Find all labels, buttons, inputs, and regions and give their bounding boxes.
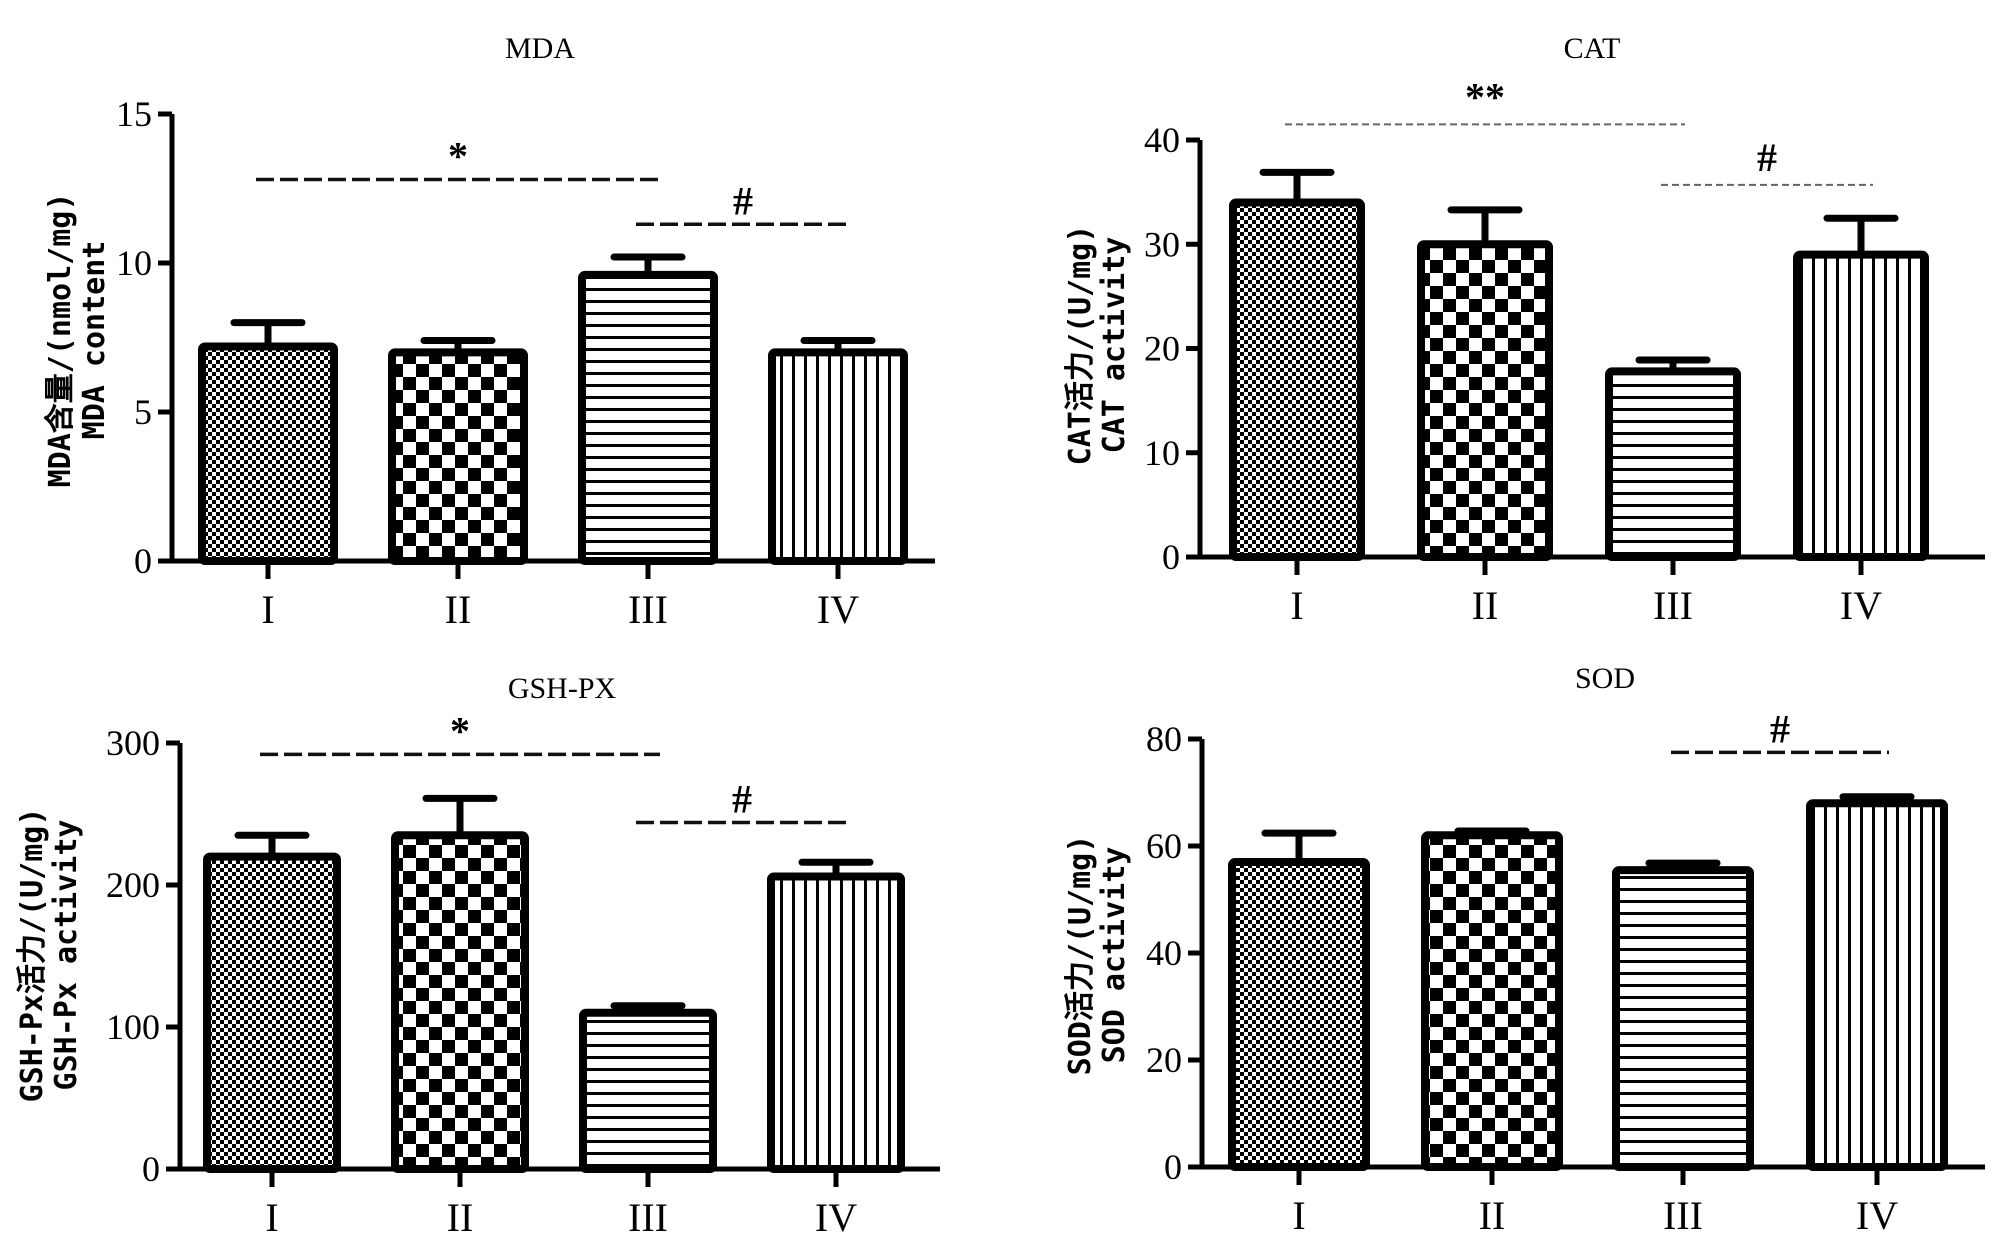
y-tick-label: 10 <box>1144 433 1180 473</box>
bar-iii <box>579 1008 717 1173</box>
x-tick-label: III <box>1653 583 1693 628</box>
y-tick-label: 80 <box>1146 719 1182 759</box>
y-tick-label: 15 <box>116 94 152 134</box>
significance-label: * <box>448 134 468 179</box>
bar-i <box>1229 198 1365 562</box>
y-axis-label: MDA含量/(nmol/mg) MDA content <box>43 193 112 488</box>
bar-iv <box>768 348 908 565</box>
x-tick-label: II <box>1472 583 1499 628</box>
chart-title: MDA <box>505 32 575 65</box>
panel-cat: CAT CAT活力/(U/mg) CAT activity 0 10 20 30 40 I… <box>1063 32 1985 628</box>
panel-gsh-px: GSH-PX GSH-Px活力/(U/mg) GSH-Px activity 0… <box>15 672 940 1240</box>
significance-label: # <box>732 777 752 822</box>
y-tick-label: 100 <box>106 1007 160 1047</box>
bar-iii <box>1605 367 1741 561</box>
y-axis-label: SOD活力/(U/mg) SOD activity <box>1063 835 1132 1076</box>
y-tick-label: 0 <box>134 541 152 581</box>
y-axis-label-line1: GSH-Px活力/(U/mg) <box>15 808 50 1103</box>
x-tick-label: II <box>445 587 472 632</box>
y-axis-label-line1: SOD活力/(U/mg) <box>1063 835 1098 1076</box>
bar-ii <box>391 831 529 1173</box>
x-tick-label: IV <box>1856 1193 1898 1238</box>
y-axis-label-line2: SOD activity <box>1097 847 1132 1064</box>
bar-ii <box>1417 240 1553 561</box>
y-tick-label: 0 <box>1162 537 1180 577</box>
x-tick-label: III <box>1663 1193 1703 1238</box>
y-tick-label: 40 <box>1146 933 1182 973</box>
x-tick-label: IV <box>815 1195 857 1240</box>
y-tick-label: 10 <box>116 243 152 283</box>
significance-label: # <box>1757 135 1777 180</box>
y-tick-label: 40 <box>1144 120 1180 160</box>
x-tick-label: IV <box>1840 583 1882 628</box>
bar-ii <box>388 348 528 565</box>
panel-sod: SOD SOD活力/(U/mg) SOD activity 0 20 40 60 80 I… <box>1063 662 1985 1238</box>
bar-i <box>203 852 341 1173</box>
bar-iv <box>1793 250 1929 562</box>
x-tick-label: II <box>1479 1193 1506 1238</box>
x-tick-label: II <box>447 1195 474 1240</box>
chart-title: CAT <box>1564 32 1621 65</box>
x-tick-label: I <box>265 1195 278 1240</box>
y-tick-label: 300 <box>106 723 160 763</box>
y-axis-label: CAT活力/(U/mg) CAT activity <box>1063 225 1132 466</box>
y-tick-label: 5 <box>134 392 152 432</box>
bar-iv <box>767 872 905 1173</box>
y-tick-label: 20 <box>1146 1040 1182 1080</box>
significance-label: * <box>450 708 470 753</box>
y-tick-label: 0 <box>142 1149 160 1189</box>
y-axis-label-line1: CAT活力/(U/mg) <box>1063 225 1098 466</box>
significance-label: # <box>1770 706 1790 751</box>
y-tick-label: 0 <box>1164 1147 1182 1187</box>
y-axis-label-line2: GSH-Px activity <box>49 820 84 1091</box>
y-axis-label-line1: MDA含量/(nmol/mg) <box>43 193 78 488</box>
bar-iv <box>1806 799 1948 1171</box>
x-tick-label: I <box>1290 583 1303 628</box>
y-tick-label: 60 <box>1146 826 1182 866</box>
y-axis-label-line2: CAT activity <box>1097 237 1132 454</box>
x-tick-label: III <box>628 1195 668 1240</box>
significance-label: ** <box>1465 74 1505 119</box>
y-tick-label: 200 <box>106 865 160 905</box>
chart-title: GSH-PX <box>508 672 617 705</box>
x-tick-label: I <box>1292 1193 1305 1238</box>
bar-iii <box>1612 866 1754 1171</box>
significance-label: # <box>733 178 753 223</box>
y-tick-label: 30 <box>1144 224 1180 264</box>
bar-ii <box>1421 831 1563 1171</box>
x-tick-label: IV <box>817 587 859 632</box>
x-tick-label: I <box>261 587 274 632</box>
y-axis-label-line2: MDA content <box>77 241 112 440</box>
chart-title: SOD <box>1575 662 1635 695</box>
y-tick-label: 20 <box>1144 329 1180 369</box>
bar-iii <box>578 270 718 565</box>
x-tick-label: III <box>628 587 668 632</box>
bar-i <box>1228 858 1370 1171</box>
bar-i <box>198 342 338 565</box>
y-axis-label: GSH-Px活力/(U/mg) GSH-Px activity <box>15 808 84 1103</box>
